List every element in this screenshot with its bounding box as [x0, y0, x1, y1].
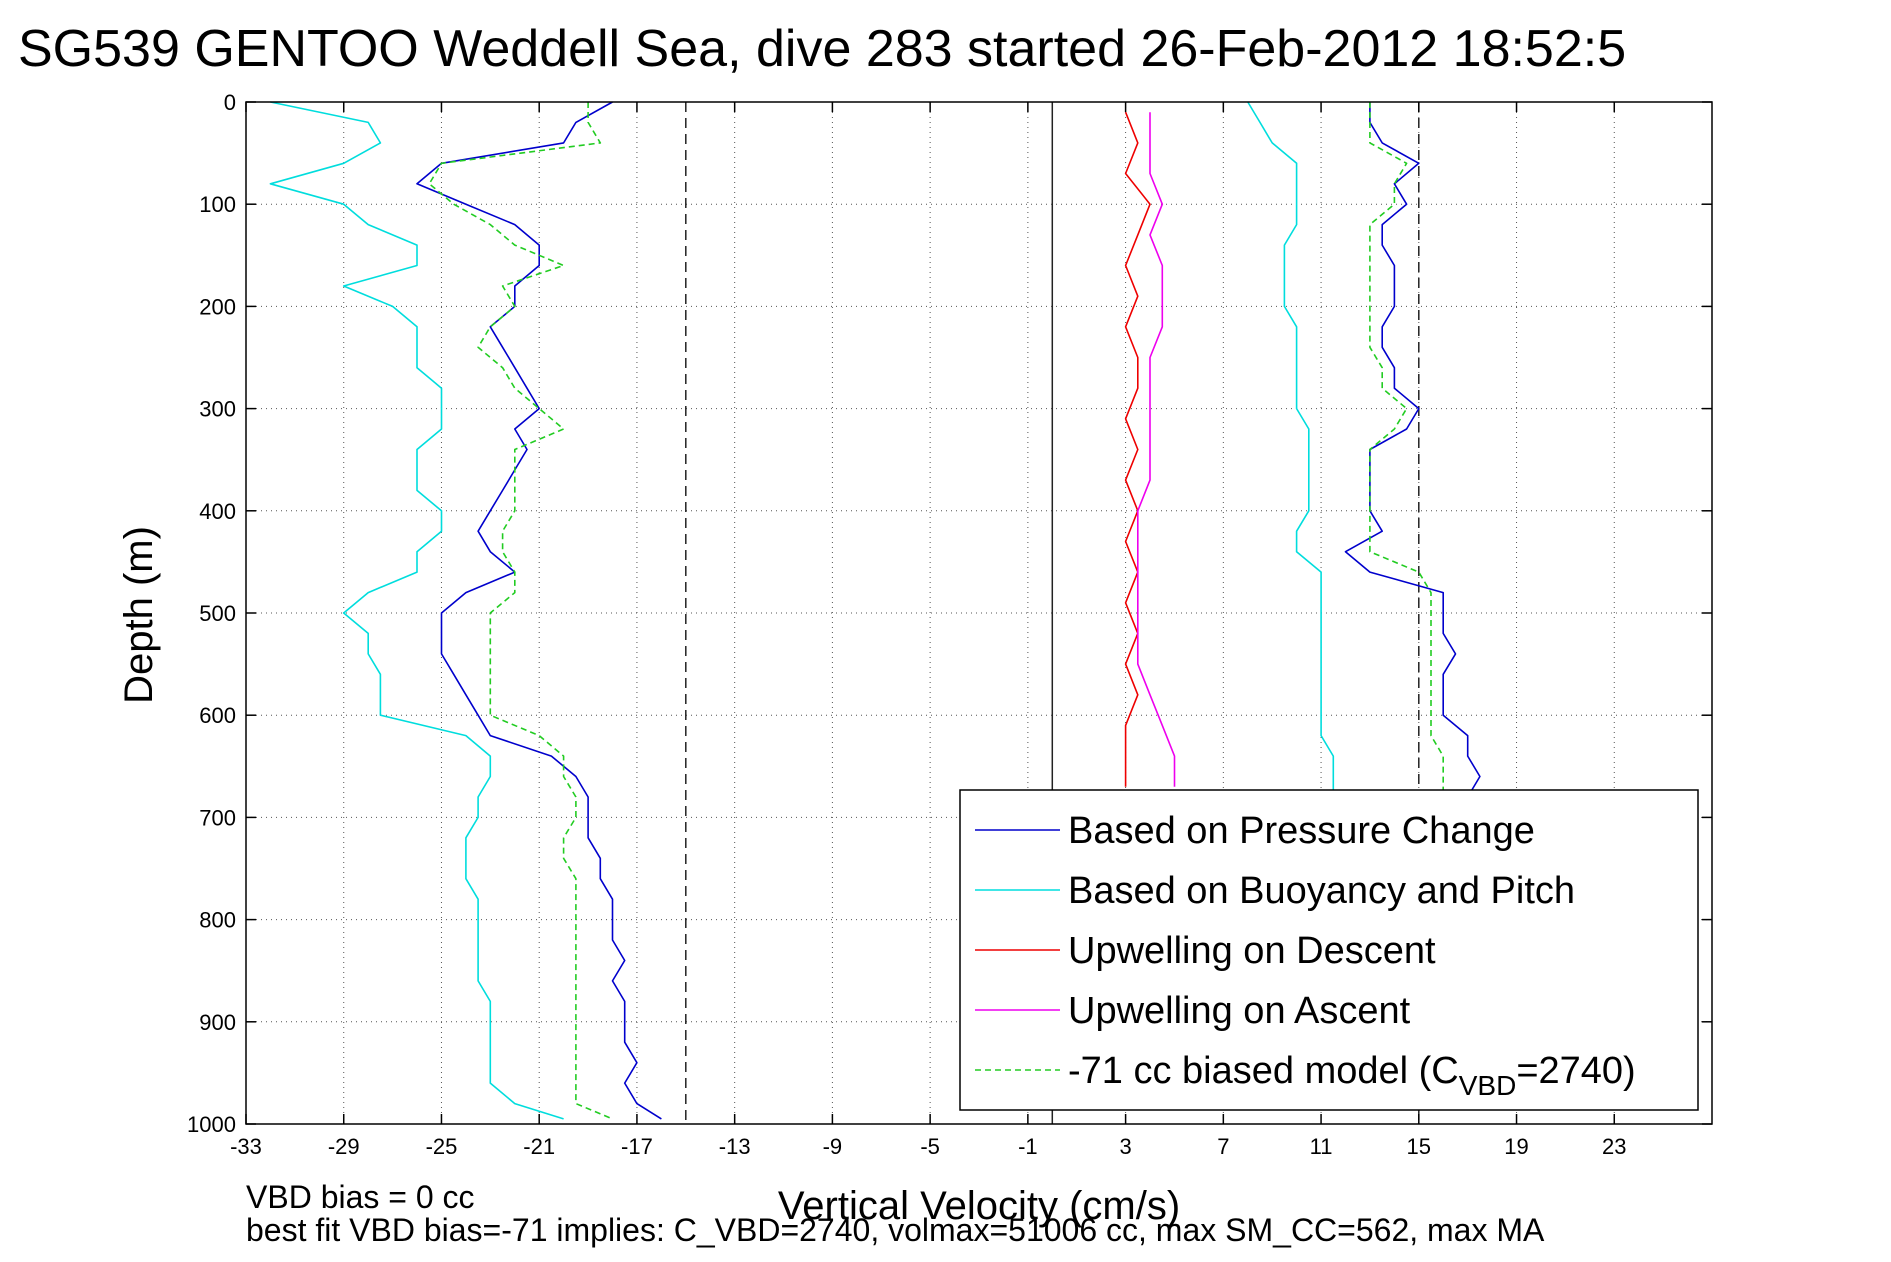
x-tick-label: 23 [1602, 1134, 1626, 1159]
series-line-6 [1247, 101, 1335, 797]
legend-box [959, 789, 1699, 1111]
x-tick-label: -17 [621, 1134, 653, 1159]
x-tick-label: -29 [328, 1134, 360, 1159]
y-tick-label: 200 [199, 294, 236, 319]
x-tick-label: -25 [426, 1134, 458, 1159]
y-axis-label: Depth (m) [117, 526, 161, 704]
legend: Based on Pressure Change Based on Buoyanc… [959, 789, 1699, 1111]
x-tick-label: -21 [523, 1134, 555, 1159]
legend-label: Based on Pressure Change [1068, 810, 1535, 852]
x-axis-label: Vertical Velocity (cm/s) [778, 1184, 1180, 1228]
series-line-7 [1369, 102, 1444, 797]
series-line-1 [269, 101, 564, 1120]
series-line-0 [416, 101, 662, 1120]
y-tick-label: 900 [199, 1010, 236, 1035]
legend-label: Based on Buoyancy and Pitch [1068, 870, 1575, 912]
x-tick-label: -5 [920, 1134, 940, 1159]
x-tick-label: 11 [1310, 1134, 1333, 1159]
x-tick-label: 7 [1217, 1134, 1229, 1159]
legend-label: Upwelling on Ascent [1068, 990, 1411, 1032]
grid [245, 101, 1712, 1125]
series-line-2 [1124, 111, 1151, 787]
footnote-best-fit: best fit VBD bias=-71 implies: C_VBD=274… [246, 1212, 1545, 1248]
y-tick-label: 600 [199, 703, 236, 728]
series-group [269, 101, 1481, 1120]
x-tick-label: -33 [230, 1134, 262, 1159]
y-tick-label: 1000 [187, 1112, 236, 1137]
y-tick-label: 500 [199, 601, 236, 626]
y-tick-label: 0 [224, 90, 236, 115]
x-tick-label: 19 [1504, 1134, 1528, 1159]
x-tick-label: -13 [719, 1134, 751, 1159]
x-tick-label: -1 [1018, 1134, 1038, 1159]
y-tick-label: 300 [199, 397, 236, 422]
x-tick-label: -9 [823, 1134, 843, 1159]
series-line-3 [1137, 112, 1176, 787]
y-tick-label: 100 [199, 192, 236, 217]
chart-title: SG539 GENTOO Weddell Sea, dive 283 start… [18, 20, 1626, 78]
series-line-4 [428, 102, 613, 1120]
x-tick-label: 3 [1119, 1134, 1131, 1159]
x-ticks: -33 -29 -25 -21 -17 -13 -9 -5 -1 3 7 11 15 19 23 [230, 102, 1627, 1159]
footnote-vbd-bias: VBD bias = 0 cc [246, 1179, 475, 1215]
y-tick-label: 800 [199, 908, 236, 933]
y-tick-label: 400 [199, 499, 236, 524]
y-tick-label: 700 [199, 805, 236, 830]
y-ticks: 0 100 200 300 400 500 600 700 800 900 1000 [187, 90, 1712, 1137]
legend-label: Upwelling on Descent [1068, 930, 1436, 972]
x-tick-label: 15 [1407, 1134, 1431, 1159]
